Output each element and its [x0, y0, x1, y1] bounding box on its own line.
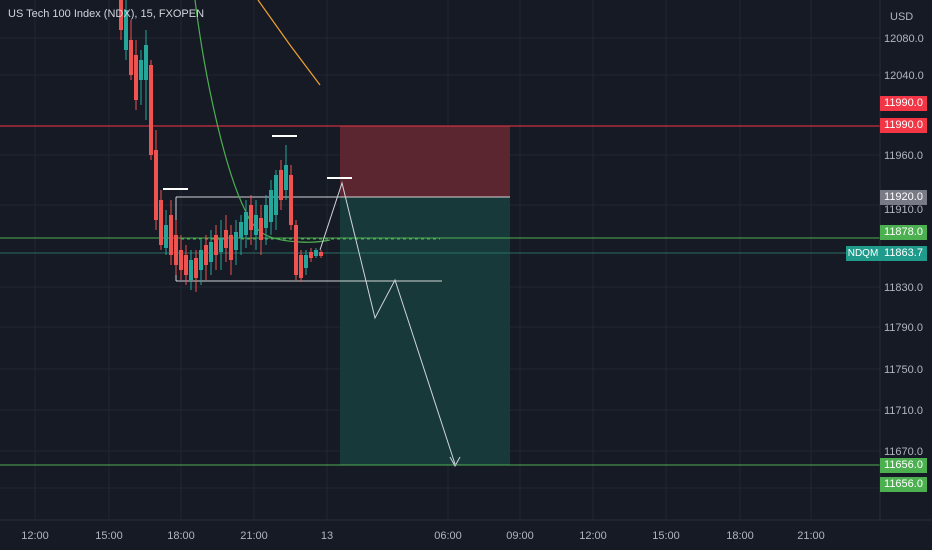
grid-lines — [0, 0, 880, 520]
candle-body — [224, 230, 228, 248]
candle-body — [239, 222, 243, 238]
target-price-tag: 11656.0 — [880, 458, 927, 473]
candle-body — [254, 215, 258, 235]
candle-body — [274, 175, 278, 215]
chart-title[interactable]: US Tech 100 Index (NDX), 15, FXOPEN — [8, 8, 205, 20]
current-price-tag: 11863.7 — [880, 246, 927, 261]
candle-body — [269, 190, 273, 222]
ma-green — [194, 0, 331, 243]
candle-body — [244, 212, 248, 235]
ma-orange — [257, 0, 321, 86]
candle-body — [289, 175, 293, 225]
candle-body — [319, 252, 323, 256]
candle-body — [154, 150, 158, 220]
price-tick: 11750.0 — [884, 364, 923, 376]
candle-body — [294, 225, 298, 275]
time-tick: 12:00 — [21, 530, 49, 542]
candle-body — [209, 242, 213, 262]
candle-body — [179, 250, 183, 270]
candle-body — [189, 260, 193, 280]
stop-price-tag: 11990.0 — [880, 118, 927, 133]
candle-body — [139, 60, 143, 80]
candle-body — [219, 238, 223, 252]
candlestick-series — [119, 0, 323, 292]
candle-body — [234, 232, 238, 250]
candle-body — [299, 255, 303, 278]
entry-price-tag: 11920.0 — [880, 190, 927, 205]
candle-body — [214, 235, 218, 255]
price-tick: 11670.0 — [884, 446, 923, 458]
candle-body — [149, 65, 153, 155]
candle-body — [314, 250, 318, 256]
time-tick: 15:00 — [95, 530, 123, 542]
price-tick: 11910.0 — [884, 204, 923, 216]
candle-body — [169, 215, 173, 255]
time-tick: 13 — [321, 530, 333, 542]
candle-body — [159, 200, 163, 245]
candle-body — [264, 205, 268, 228]
candle-body — [134, 55, 138, 100]
price-tick: 11790.0 — [884, 322, 923, 334]
candle-body — [204, 245, 208, 265]
candle-body — [229, 235, 233, 260]
time-tick: 18:00 — [726, 530, 754, 542]
candle-body — [249, 205, 253, 230]
candle-body — [259, 218, 263, 240]
candle-body — [279, 170, 283, 200]
projection-arrow-icon — [449, 456, 461, 468]
candle-body — [164, 225, 168, 248]
price-tick: 12040.0 — [884, 70, 924, 82]
time-tick: 21:00 — [240, 530, 268, 542]
candle-body — [124, 10, 128, 50]
time-tick: 18:00 — [167, 530, 195, 542]
candle-body — [184, 255, 188, 275]
candle-body — [194, 258, 198, 278]
candle-body — [199, 250, 203, 270]
candle-body — [144, 45, 148, 80]
candle-body — [174, 235, 178, 265]
green-level-price-tag: 11878.0 — [880, 225, 927, 240]
price-tick: 11830.0 — [884, 282, 923, 294]
price-tick: 11960.0 — [884, 150, 923, 162]
candle-body — [284, 165, 288, 190]
candle-body — [129, 40, 133, 75]
candle-body — [119, 0, 123, 30]
target-price-tag: 11656.0 — [880, 477, 927, 492]
currency-label: USD — [890, 11, 913, 23]
candle-body — [309, 252, 313, 258]
time-tick: 06:00 — [434, 530, 462, 542]
take-profit-zone[interactable] — [340, 197, 510, 465]
candle-body — [304, 255, 308, 268]
price-tick: 12080.0 — [884, 33, 924, 45]
time-tick: 21:00 — [797, 530, 825, 542]
time-tick: 12:00 — [579, 530, 607, 542]
time-tick: 15:00 — [652, 530, 680, 542]
stop-price-tag: 11990.0 — [880, 96, 927, 111]
symbol-tag: NDQM — [846, 246, 880, 261]
projection-path[interactable] — [319, 181, 456, 465]
time-tick: 09:00 — [506, 530, 534, 542]
stop-loss-zone[interactable] — [340, 126, 510, 197]
price-tick: 11710.0 — [884, 405, 923, 417]
